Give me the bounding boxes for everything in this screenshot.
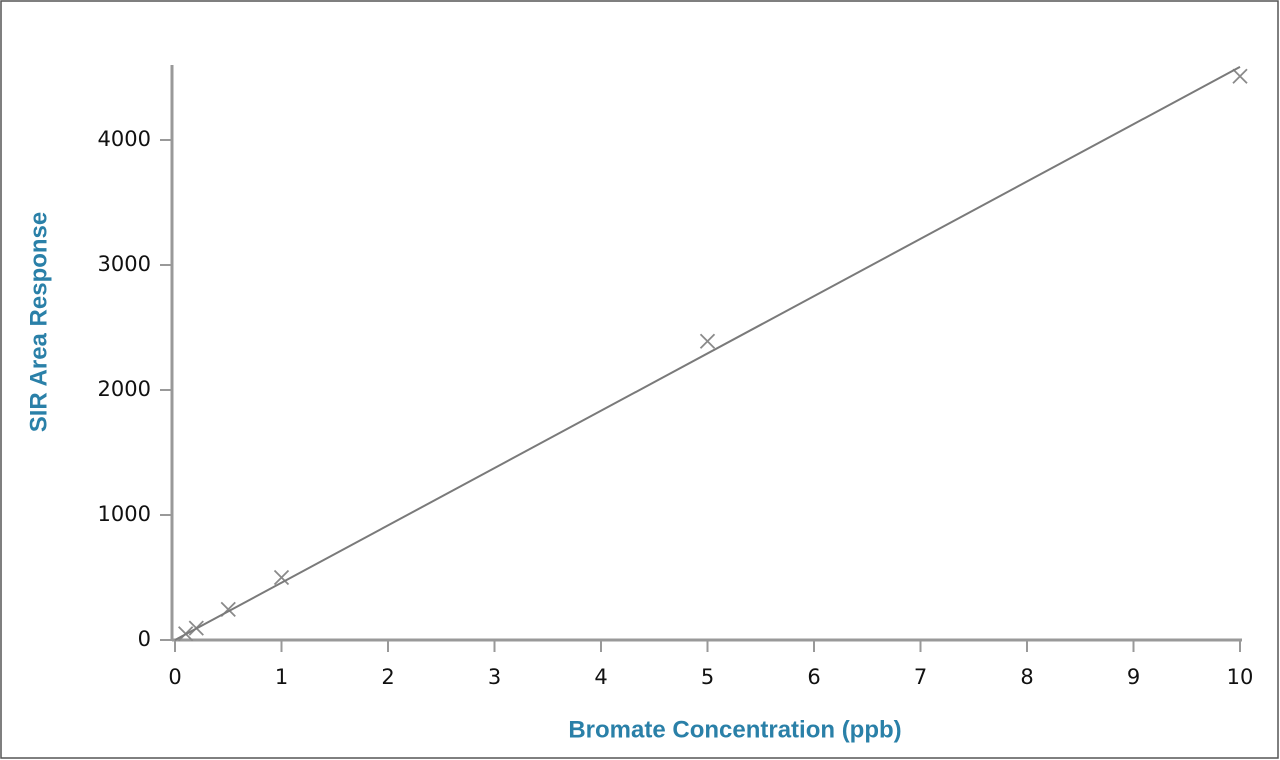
marker xyxy=(273,569,290,586)
x-tick-label: 6 xyxy=(807,665,820,689)
y-axis-title: SIR Area Response xyxy=(25,212,52,433)
x-tick-label: 2 xyxy=(381,665,394,689)
marker xyxy=(699,333,716,349)
y-tick-label: 3000 xyxy=(98,252,151,276)
x-tick-label: 3 xyxy=(488,665,501,689)
x-tick-label: 7 xyxy=(914,665,927,689)
x-tick-label: 4 xyxy=(594,665,607,689)
y-tick-label: 4000 xyxy=(98,127,151,151)
x-tick-label: 10 xyxy=(1227,665,1254,689)
x-tick-label: 5 xyxy=(701,665,714,689)
x-tick-label: 1 xyxy=(275,665,288,689)
x-axis-title: Bromate Concentration (ppb) xyxy=(568,716,901,743)
x-tick-label: 8 xyxy=(1020,665,1033,689)
marker xyxy=(1232,68,1248,84)
x-tick-label: 9 xyxy=(1127,665,1140,689)
y-tick-label: 1000 xyxy=(98,502,151,526)
x-tick-label: 0 xyxy=(168,665,181,689)
y-tick-label: 2000 xyxy=(98,377,151,401)
fit-line xyxy=(174,65,1241,641)
y-tick-label: 0 xyxy=(138,627,151,651)
